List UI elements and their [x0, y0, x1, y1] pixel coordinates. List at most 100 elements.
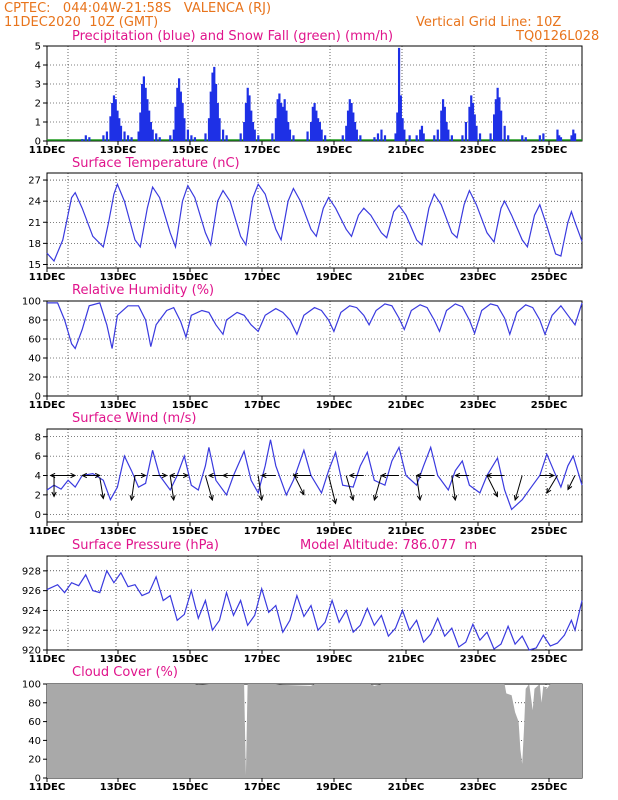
precip-bar	[285, 110, 288, 141]
y-tick-label: 8	[35, 432, 41, 443]
precip-bar	[142, 76, 145, 141]
precip-bar	[144, 87, 147, 141]
wind-arrow-head	[546, 487, 552, 494]
precip-bar	[123, 131, 126, 141]
y-tick-label: 924	[22, 606, 41, 617]
y-tick-label: 20	[28, 373, 41, 384]
precip-bar	[493, 114, 496, 141]
wind-arrow-head	[331, 498, 338, 505]
humidity-series-line	[47, 302, 583, 350]
precip-bar	[542, 133, 545, 141]
precip-bar	[190, 135, 193, 141]
wind-arrow-head	[380, 472, 387, 479]
cloud-cover-area	[47, 684, 582, 778]
model-altitude-label: Model Altitude: 786.077 m	[300, 538, 478, 553]
y-tick-label: 0	[35, 774, 41, 785]
y-tick-label: 60	[28, 335, 41, 346]
precip-bar	[288, 129, 292, 141]
wind-arrow	[416, 475, 421, 501]
precip-bar	[148, 110, 151, 141]
x-tick-label: 17DEC	[244, 526, 280, 537]
precip-bar	[239, 133, 242, 141]
wind-arrow	[451, 475, 456, 501]
wind-arrow-head	[416, 495, 423, 502]
wind-arrow-head	[258, 495, 264, 502]
wind-arrow	[130, 475, 136, 501]
precip-bar	[320, 129, 323, 141]
wind-arrow	[292, 473, 305, 495]
wind-arrow-head	[485, 472, 492, 479]
precip-bar	[146, 99, 149, 141]
precip-bar	[447, 129, 450, 141]
wind-arrow	[204, 475, 213, 501]
x-tick-label: 15DEC	[172, 145, 208, 156]
panel-title-humidity: Relative Humidity (%)	[72, 283, 215, 298]
precip-bar	[287, 122, 290, 141]
precip-bar	[376, 133, 380, 141]
x-tick-label: 13DEC	[100, 782, 136, 793]
precip-bar	[422, 133, 425, 141]
wind-arrow	[328, 475, 337, 504]
precip-bar	[111, 103, 114, 141]
precip-bar	[570, 135, 573, 141]
precip-bar	[281, 106, 285, 141]
precip-bar	[524, 137, 527, 141]
y-tick-label: 24	[28, 197, 41, 208]
precip-bar	[112, 95, 116, 141]
precip-bar	[445, 122, 448, 141]
wind-arrow-head	[299, 489, 305, 496]
precip-bar	[158, 137, 161, 141]
precip-bar	[341, 135, 344, 141]
precip-bar	[183, 118, 186, 141]
wind-arrow-head	[140, 472, 147, 479]
wind-arrow-head	[207, 472, 214, 479]
precip-bar	[193, 137, 197, 141]
y-tick-label: 40	[28, 354, 41, 365]
precip-bar	[507, 135, 510, 141]
precip-bar	[204, 133, 207, 141]
precip-bar	[109, 116, 112, 141]
precip-bar	[114, 99, 117, 141]
precip-bar	[102, 135, 105, 141]
precip-bar	[470, 95, 473, 141]
wind-arrow-head	[567, 484, 573, 491]
precip-bar	[155, 133, 158, 141]
precip-bar	[468, 106, 471, 141]
precip-bar	[151, 129, 154, 141]
precip-bar	[397, 47, 401, 141]
precip-bar	[271, 133, 274, 141]
y-tick-label: 1	[35, 118, 41, 129]
y-tick-label: 27	[28, 176, 41, 187]
wind-arrow-head	[513, 494, 519, 502]
precip-bar	[213, 66, 216, 141]
header-code: TQ0126L028	[516, 29, 600, 44]
y-tick-label: 100	[22, 297, 41, 308]
x-tick-label: 25DEC	[531, 782, 567, 793]
y-tick-label: 5	[35, 42, 41, 53]
precip-bar	[473, 114, 476, 141]
precip-bar	[278, 93, 281, 141]
x-tick-label: 17DEC	[244, 654, 280, 665]
precip-bar	[498, 97, 501, 141]
panel-frame	[46, 172, 583, 269]
precip-bar	[88, 137, 91, 141]
precip-bar	[177, 78, 181, 141]
precip-bar	[186, 129, 189, 141]
y-tick-label: 80	[28, 698, 41, 709]
precip-bar	[436, 129, 439, 141]
precip-bar	[218, 118, 221, 141]
x-tick-label: 17DEC	[244, 400, 280, 411]
y-tick-label: 920	[22, 646, 41, 657]
wind-arrow-head	[129, 495, 135, 502]
precip-bar	[313, 103, 316, 141]
precip-bar	[214, 84, 218, 141]
precip-bar	[137, 131, 140, 141]
precip-bar	[207, 118, 211, 141]
y-tick-label: 15	[28, 260, 41, 271]
precip-bar	[559, 137, 563, 141]
precip-bar	[420, 125, 424, 141]
x-tick-label: 25DEC	[531, 526, 567, 537]
wind-arrow-head	[169, 472, 176, 479]
